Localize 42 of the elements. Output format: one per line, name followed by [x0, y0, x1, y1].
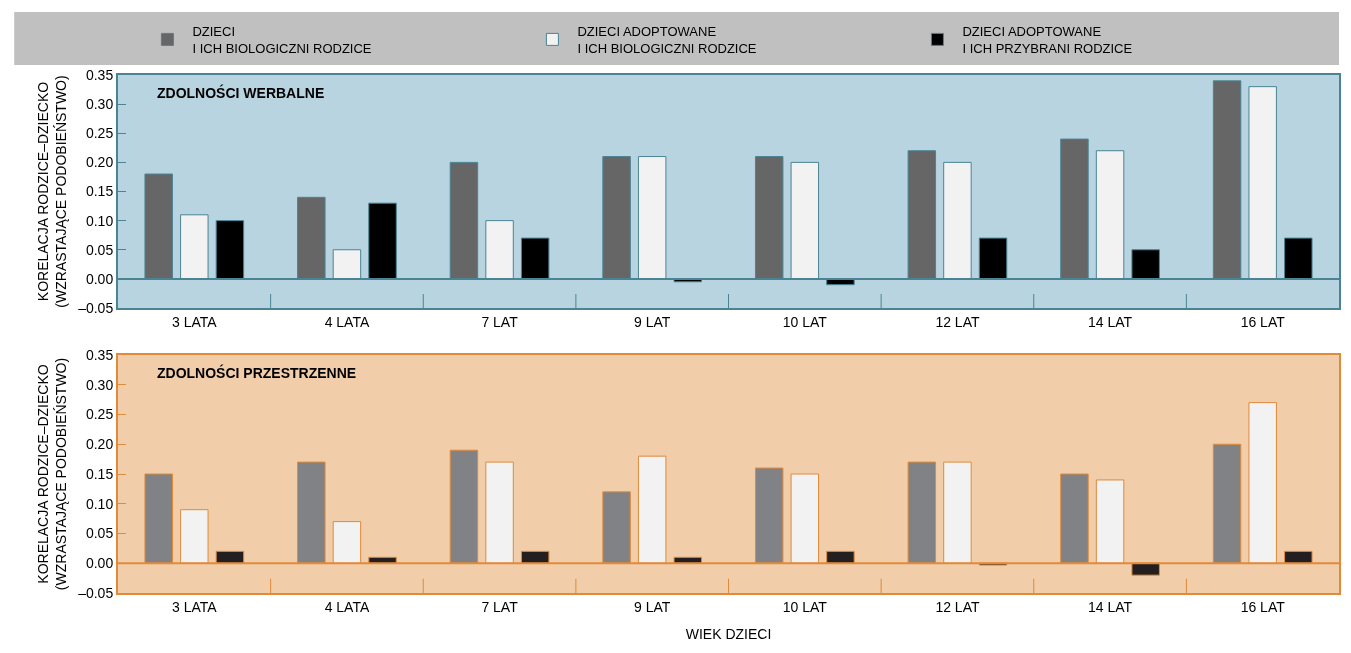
y-tick-label: –0.05: [78, 584, 114, 601]
x-tick-label: 14 LAT: [1088, 598, 1133, 615]
x-tick-label: 16 LAT: [1240, 598, 1286, 615]
y-tick-label: 0.15: [85, 465, 114, 482]
x-axis-title: WIEK DZIECI: [685, 625, 772, 642]
x-tick-label: 12 LAT: [935, 598, 980, 615]
x-tick-label: 4 LATA: [324, 598, 370, 615]
x-tick-label: 10 LAT: [782, 313, 828, 330]
y-axis-title: KORELACJA RODZICE–DZIECKO (WZRASTAJĄCE PODOBIEŃSTWO): [35, 75, 70, 308]
y-tick-label: 0.05: [85, 241, 114, 258]
legend-label: DZIECI I ICH BIOLOGICZNI RODZICE: [192, 24, 372, 56]
y-tick-label: 0.20: [85, 154, 114, 171]
legend-label: DZIECI ADOPTOWANE I ICH BIOLOGICZNI RODZICE: [577, 24, 757, 56]
y-tick-label: 0.35: [85, 346, 114, 363]
x-tick-label: 7 LAT: [481, 313, 519, 330]
y-tick-label: 0.30: [85, 96, 114, 113]
x-tick-label: 16 LAT: [1240, 313, 1286, 330]
x-tick-label: 9 LAT: [634, 598, 671, 615]
x-tick-label: 3 LATA: [172, 313, 218, 330]
text: ZDOLNOŚCI WERBALNE: [157, 84, 325, 101]
x-tick-label: 10 LAT: [782, 598, 828, 615]
x-tick-label: 14 LAT: [1088, 313, 1133, 330]
text: ZDOLNOŚCI PRZESTRZENNE: [157, 364, 357, 381]
y-tick-label: 0.05: [85, 525, 114, 542]
y-tick-label: 0.00: [85, 270, 114, 287]
y-tick-label: 0.15: [85, 183, 114, 200]
y-tick-label: 0.00: [85, 555, 114, 572]
x-tick-label: 4 LATA: [324, 313, 370, 330]
x-tick-label: 7 LAT: [481, 598, 519, 615]
y-tick-label: 0.20: [85, 436, 114, 453]
x-tick-label: 9 LAT: [634, 313, 671, 330]
x-tick-label: 3 LATA: [172, 598, 218, 615]
y-tick-label: 0.25: [85, 406, 114, 423]
y-axis-title: KORELACJA RODZICE–DZIECKO (WZRASTAJĄCE PODOBIEŃSTWO): [35, 357, 70, 591]
legend-label: DZIECI ADOPTOWANE I ICH PRZYBRANI RODZICE: [962, 24, 1133, 56]
y-tick-label: 0.10: [85, 212, 114, 229]
y-tick-label: 0.10: [85, 495, 114, 512]
y-tick-label: 0.35: [85, 66, 114, 83]
x-tick-label: 12 LAT: [935, 313, 980, 330]
y-tick-label: –0.05: [78, 299, 114, 316]
y-tick-label: 0.30: [85, 376, 114, 393]
y-tick-label: 0.25: [85, 125, 114, 142]
